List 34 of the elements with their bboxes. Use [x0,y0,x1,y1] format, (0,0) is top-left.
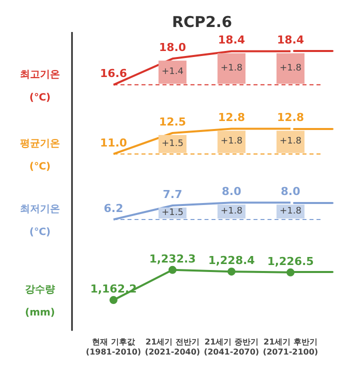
data-label: 18.4 [276,34,304,47]
annotation: +1.8 [220,206,243,216]
x-tick-label: 현재 기후값 (1981-2010) [86,338,142,356]
x-tick-label: 21세기 전반기 (2021-2040) [144,338,200,356]
annotation: +1.8 [280,63,302,74]
data-label: 11.0 [100,136,128,150]
data-label: 8.0 [222,185,242,198]
x-tick-label: 21세기 후반기 (2071-2100) [262,338,318,356]
data-label: 7.7 [162,188,182,201]
annotation: +1.8 [220,63,243,74]
data-label: 1,228.4 [208,254,256,267]
annotation: +1.4 [162,67,184,78]
annotation: +1.5 [162,138,184,149]
text: 최고기온 (℃) [20,69,60,104]
annotation: +1.8 [280,206,302,216]
data-label: 16.6 [100,67,128,80]
annotation: +1.8 [220,136,243,147]
data-label: 6.2 [104,202,124,215]
data-label: 1,232.3 [149,252,196,266]
annotation: +1.8 [280,136,302,147]
text: 평균기온 (℃) [20,138,60,173]
text: 강수량 (mm) [25,284,55,319]
chart-title: RCP2.6 [172,12,232,31]
data-label: 18.4 [218,34,246,47]
text: 최저기온 (℃) [20,204,60,238]
data-label: 12.8 [276,111,304,124]
data-label: 1,162.2 [90,282,137,296]
data-label: 12.5 [158,115,186,128]
x-tick-label: 21세기 중반기 (2041-2070) [204,338,260,356]
data-label: 12.8 [218,111,246,124]
annotation: +1.5 [162,208,184,218]
data-label: 1,226.5 [267,254,314,268]
data-label: 18.0 [158,41,186,54]
data-label: 8.0 [280,185,301,198]
